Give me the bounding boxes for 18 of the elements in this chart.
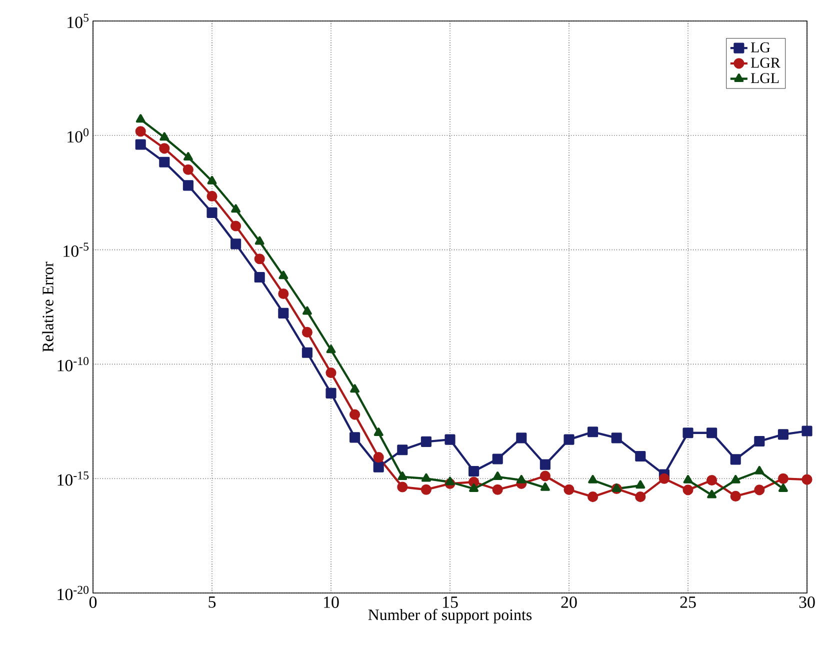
y-tick-label: 10$^{0}$	[68, 128, 89, 143]
y-tick-label: 10$^{-10}$	[58, 357, 89, 372]
y-tick-label: 10$^{5}$	[68, 14, 89, 28]
x-tick-label: 25	[680, 596, 696, 608]
x-tick-label: 20	[561, 596, 577, 608]
x-tick-label: 0	[89, 596, 97, 608]
x-tick-label: 5	[208, 596, 216, 608]
y-tick-label: 10$^{-15}$	[58, 471, 89, 486]
y-tick-label: 10$^{-20}$	[58, 586, 89, 600]
y-axis-title: Relative Error	[42, 262, 54, 352]
x-tick-label: 30	[799, 596, 815, 608]
x-tick-label: 15	[443, 596, 458, 608]
x-axis-title: Number of support points	[368, 608, 532, 624]
legend-label: LGR	[750, 58, 780, 68]
x-tick-label: 10	[324, 596, 339, 608]
legend-label: LGL	[750, 73, 779, 84]
legend-label: LG	[750, 42, 770, 52]
y-tick-label: 10$^{-5}$	[64, 242, 89, 257]
